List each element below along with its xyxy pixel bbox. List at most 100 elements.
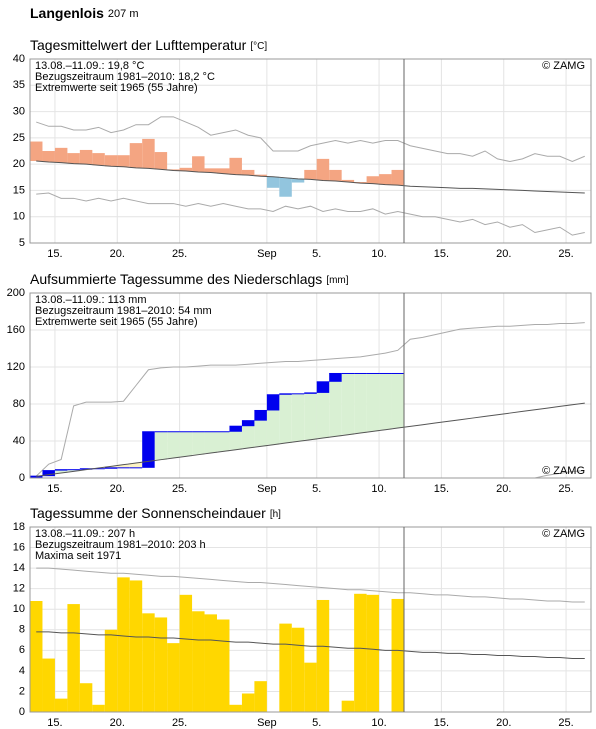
x-tick-label: 25. <box>172 483 187 495</box>
y-tick-label: 80 <box>13 398 25 410</box>
anomaly-fill <box>341 373 355 435</box>
x-tick-label: 25. <box>172 717 187 729</box>
x-tick-label: 20. <box>110 483 125 495</box>
bar <box>179 167 193 171</box>
info-line: Bezugszeitraum 1981–2010: 54 mm <box>35 305 212 317</box>
bar <box>366 176 380 184</box>
bar <box>30 141 43 161</box>
chart-title: Tagessumme der Sonnenscheindauer [h] <box>30 505 281 521</box>
bar <box>192 156 205 173</box>
y-tick-label: 18 <box>13 521 25 533</box>
y-tick-label: 40 <box>13 435 25 447</box>
bar <box>30 601 43 712</box>
y-tick-label: 16 <box>13 541 25 553</box>
bar <box>279 623 292 712</box>
chart: Aufsummierte Tagessumme des Niederschlag… <box>7 271 592 495</box>
bar <box>279 177 292 197</box>
x-tick-label: 15. <box>434 717 449 729</box>
y-tick-label: 35 <box>13 79 25 91</box>
bar <box>329 169 342 181</box>
bar <box>341 179 355 183</box>
station-name: Langenlois <box>30 5 104 21</box>
y-tick-label: 25 <box>13 132 25 144</box>
anomaly-fill <box>104 466 118 468</box>
x-tick-label: 10. <box>371 717 386 729</box>
y-tick-label: 8 <box>19 624 25 636</box>
anomaly-fill <box>316 381 330 439</box>
x-tick-label: 10. <box>371 248 386 260</box>
chart-title-text: Tagessumme der Sonnenscheindauer <box>30 505 266 521</box>
chart-unit: [h] <box>270 509 281 520</box>
bar <box>316 158 330 181</box>
bar <box>316 599 330 712</box>
x-tick-label: 25. <box>558 717 573 729</box>
chart-title: Tagesmittelwert der Lufttemperatur [°C] <box>30 37 267 53</box>
bar <box>391 598 404 712</box>
bar <box>104 629 118 712</box>
x-tick-label: 20. <box>110 248 125 260</box>
chart-unit: [mm] <box>326 275 348 286</box>
bar <box>117 155 130 167</box>
info-line: 13.08.–11.09.: 19,8 °C <box>35 60 144 72</box>
extreme-line <box>36 567 585 603</box>
normal-line <box>36 402 585 477</box>
bar <box>266 176 280 188</box>
y-tick-label: 5 <box>19 237 25 249</box>
bar <box>241 169 255 176</box>
bar <box>366 594 380 712</box>
bar <box>42 658 55 712</box>
bar <box>254 410 267 421</box>
x-tick-label: 15. <box>47 717 62 729</box>
x-tick-label: 20. <box>496 248 511 260</box>
y-tick-label: 40 <box>13 53 25 65</box>
x-tick-label: 5. <box>312 248 321 260</box>
bar <box>79 683 93 712</box>
anomaly-fill <box>154 431 168 460</box>
chart: Tagesmittelwert der Lufttemperatur [°C] 5 1… <box>13 37 592 260</box>
plot-border <box>29 526 592 713</box>
source: © ZAMG <box>542 528 585 540</box>
x-tick-label: Sep <box>257 483 277 495</box>
info-line: Maxima seit 1971 <box>35 550 121 562</box>
info-line: Extremwerte seit 1965 (55 Jahre) <box>35 316 198 328</box>
info-line: Extremwerte seit 1965 (55 Jahre) <box>35 82 198 94</box>
bar <box>42 470 55 477</box>
normal-line <box>36 160 585 194</box>
bar <box>254 681 267 712</box>
bar <box>217 619 230 712</box>
anomaly-fill <box>366 373 380 432</box>
x-tick-label: 25. <box>558 248 573 260</box>
chart-unit: [°C] <box>250 41 267 52</box>
plot-border <box>29 58 592 244</box>
bar <box>304 169 317 180</box>
bar <box>167 643 180 712</box>
bar <box>67 604 80 712</box>
y-tick-label: 30 <box>13 105 25 117</box>
chart-title: Aufsummierte Tagessumme des Niederschlag… <box>30 271 349 287</box>
bar <box>241 693 255 712</box>
bar <box>92 704 105 712</box>
bar <box>117 577 130 712</box>
y-tick-label: 12 <box>13 583 25 595</box>
y-tick-label: 14 <box>13 562 25 574</box>
extreme-line <box>36 192 585 236</box>
source: © ZAMG <box>542 465 585 477</box>
bar <box>142 138 155 169</box>
x-tick-label: 15. <box>47 248 62 260</box>
bar <box>229 426 242 432</box>
x-tick-label: Sep <box>257 717 277 729</box>
chart-title-text: Tagesmittelwert der Lufttemperatur <box>30 37 247 53</box>
anomaly-fill <box>192 431 205 455</box>
y-tick-label: 0 <box>19 706 25 718</box>
info-line: Bezugszeitraum 1981–2010: 203 h <box>35 539 206 551</box>
bar <box>204 614 217 712</box>
bar <box>129 143 143 168</box>
bar <box>341 700 355 712</box>
extreme-line <box>35 322 585 477</box>
bar <box>304 662 317 712</box>
x-tick-label: 25. <box>558 483 573 495</box>
bar <box>142 613 155 712</box>
anomaly-fill <box>129 463 143 468</box>
x-tick-label: 25. <box>172 248 187 260</box>
